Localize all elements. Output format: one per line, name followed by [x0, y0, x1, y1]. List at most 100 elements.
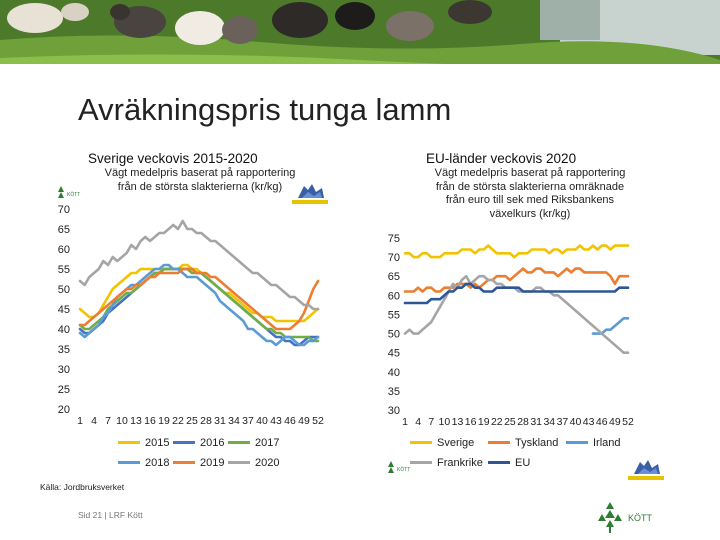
legend-label-2017: 2017 — [255, 437, 280, 449]
legend-label-tyskland: Tyskland — [515, 437, 559, 449]
chart1-series-2020 — [78, 219, 320, 311]
chart2-y-tick-65: 65 — [388, 271, 400, 283]
legend-item-frankrike: Frankrike — [410, 457, 483, 469]
chart1-series-2015 — [78, 263, 320, 323]
chart1-x-tick-10: 10 — [116, 415, 128, 427]
chart2-x-tick-28: 28 — [517, 416, 529, 428]
sheep-pasture-banner — [0, 0, 720, 70]
chart1-x-tick-34: 34 — [228, 415, 240, 427]
chart2-x-tick-40: 40 — [570, 416, 582, 428]
legend-label-sverige: Sverige — [437, 437, 475, 449]
kott-logo: KÖTT — [598, 502, 653, 533]
chart1-y-tick-30: 30 — [58, 364, 70, 376]
chart2-x-tick-13: 13 — [452, 416, 464, 428]
legend-label-2018: 2018 — [145, 457, 170, 469]
legend-label-irland: Irland — [593, 437, 621, 449]
chart1-x-tick-43: 43 — [270, 415, 282, 427]
legend-swatch-2016 — [173, 440, 195, 444]
chart1-x-tick-46: 46 — [284, 415, 296, 427]
chart2-subtitle-line-4: växelkurs (kr/kg) — [489, 207, 571, 220]
chart2-subtitle: Vägt medelpris baserat på rapportering f… — [360, 167, 700, 221]
chart1-y-tick-60: 60 — [58, 244, 70, 256]
chart2-x-tick-37: 37 — [557, 416, 569, 428]
chart2-y-tick-55: 55 — [388, 309, 400, 321]
legend-label-2015: 2015 — [145, 437, 170, 449]
chart1-y-tick-25: 25 — [58, 384, 70, 396]
chart1-x-tick-28: 28 — [200, 415, 212, 427]
chart1-x-tick-4: 4 — [91, 415, 97, 427]
legend-item-2020: 2020 — [228, 457, 279, 469]
chart2-y-tick-40: 40 — [388, 367, 400, 379]
legend-swatch-tyskland — [488, 440, 510, 444]
chart1-series-2019 — [78, 267, 320, 331]
legend-item-2018: 2018 — [118, 457, 169, 469]
chart1-y-tick-70: 70 — [58, 204, 70, 216]
chart1-x-tick-49: 49 — [298, 415, 310, 427]
kott-small-logo-2-text: KÖTT — [397, 466, 410, 473]
chart1-y-tick-40: 40 — [58, 324, 70, 336]
chart1-x-tick-16: 16 — [144, 415, 156, 427]
legend-item-2019: 2019 — [173, 457, 224, 469]
legend-swatch-2018 — [118, 460, 140, 464]
legend-label-eu: EU — [515, 457, 531, 469]
chart1-x-tick-52: 52 — [312, 415, 324, 427]
chart1-y-tick-20: 20 — [58, 404, 70, 416]
legend-label-2019: 2019 — [200, 457, 225, 469]
legend-item-2015: 2015 — [118, 437, 169, 449]
chart1-subtitle: Vägt medelpris baserat på rapportering f… — [40, 167, 360, 194]
chart2-subtitle-line-1: Vägt medelpris baserat på rapportering — [434, 167, 626, 179]
chart2-series-sverige — [403, 244, 630, 259]
chart1-y-tick-45: 45 — [58, 304, 70, 316]
chart1-subtitle-line-2: från de största slakterierna (kr/kg) — [117, 180, 283, 193]
kott-small-logo-2: KÖTT — [388, 461, 410, 473]
chart1-x-tick-1: 1 — [77, 415, 83, 427]
chart1-legend: 2015 2016 2017 2018 2019 2020 — [118, 437, 280, 469]
chart1-x-tick-13: 13 — [130, 415, 142, 427]
chart2-y-tick-75: 75 — [388, 233, 400, 245]
chart2-x-tick-49: 49 — [609, 416, 621, 428]
hand-graphic-icon — [292, 184, 328, 204]
chart2-series-tyskland — [403, 267, 630, 293]
chart1-x-tick-37: 37 — [242, 415, 254, 427]
legend-swatch-eu — [488, 460, 510, 464]
chart1-x-tick-19: 19 — [158, 415, 170, 427]
chart2-x-tick-43: 43 — [583, 416, 595, 428]
chart2-y-tick-60: 60 — [388, 290, 400, 302]
hand-graphic-icon-2 — [628, 460, 664, 480]
chart1-x-tick-7: 7 — [105, 415, 111, 427]
chart2-x-tick-25: 25 — [504, 416, 516, 428]
chart2-x-tick-7: 7 — [428, 416, 434, 428]
chart2-x-tick-1: 1 — [402, 416, 408, 428]
chart1-y-tick-35: 35 — [58, 344, 70, 356]
legend-item-irland: Irland — [566, 437, 621, 449]
legend-swatch-2019 — [173, 460, 195, 464]
legend-item-2016: 2016 — [173, 437, 224, 449]
chart1-title: Sverige veckovis 2015-2020 — [88, 151, 258, 166]
legend-label-2020: 2020 — [255, 457, 280, 469]
chart1-x-tick-25: 25 — [186, 415, 198, 427]
chart2-x-tick-10: 10 — [439, 416, 451, 428]
chart2-x-tick-46: 46 — [596, 416, 608, 428]
chart2-y-tick-45: 45 — [388, 348, 400, 360]
chart1-y-tick-50: 50 — [58, 284, 70, 296]
legend-swatch-2017 — [228, 440, 250, 444]
chart2-series-irland — [591, 317, 630, 335]
slide-title: Avräkningspris tunga lamm — [78, 92, 452, 127]
chart2-x-tick-4: 4 — [415, 416, 421, 428]
source-note: Källa: Jordbruksverket — [40, 482, 125, 492]
legend-swatch-irland — [566, 440, 588, 444]
chart2-subtitle-line-2: från de största slakterierna omräknade — [435, 180, 625, 193]
chart2-y-tick-30: 30 — [388, 405, 400, 417]
chart2-x-tick-19: 19 — [478, 416, 490, 428]
chart2-y-tick-50: 50 — [388, 329, 400, 341]
legend-item-sverige: Sverige — [410, 437, 474, 449]
legend-item-eu: EU — [488, 457, 530, 469]
kott-logo-text: KÖTT — [628, 513, 653, 523]
chart2-y-tick-35: 35 — [388, 386, 400, 398]
chart2-title: EU-länder veckovis 2020 — [426, 151, 577, 166]
chart2-x-tick-34: 34 — [543, 416, 555, 428]
legend-swatch-2020 — [228, 460, 250, 464]
